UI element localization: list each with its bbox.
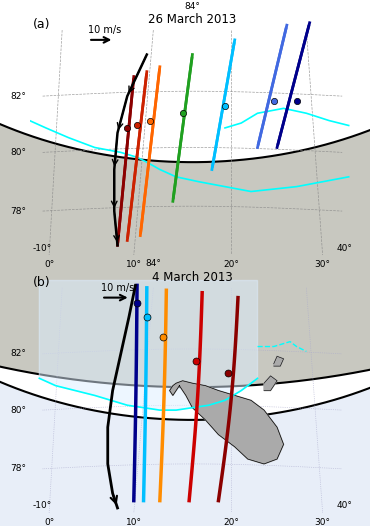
Text: 30°: 30° bbox=[314, 260, 331, 269]
PathPatch shape bbox=[0, 0, 370, 387]
PathPatch shape bbox=[0, 236, 370, 526]
Text: 80°: 80° bbox=[10, 148, 26, 157]
Text: 40°: 40° bbox=[336, 244, 352, 252]
Text: 78°: 78° bbox=[10, 207, 26, 216]
Polygon shape bbox=[264, 376, 277, 390]
Text: (b): (b) bbox=[33, 276, 50, 289]
Polygon shape bbox=[169, 381, 283, 464]
Text: 80°: 80° bbox=[10, 406, 26, 414]
Text: 10°: 10° bbox=[126, 260, 142, 269]
Text: 26 March 2013: 26 March 2013 bbox=[148, 13, 236, 26]
Text: 10 m/s: 10 m/s bbox=[101, 282, 134, 292]
Text: 20°: 20° bbox=[223, 518, 239, 526]
Text: 0°: 0° bbox=[44, 518, 54, 526]
Text: 40°: 40° bbox=[336, 501, 352, 510]
Text: 30°: 30° bbox=[314, 518, 331, 526]
Text: -10°: -10° bbox=[33, 244, 52, 252]
Polygon shape bbox=[274, 356, 283, 366]
Text: (a): (a) bbox=[33, 18, 50, 31]
Text: -10°: -10° bbox=[33, 501, 52, 510]
Text: 4 March 2013: 4 March 2013 bbox=[152, 271, 233, 284]
Text: 0°: 0° bbox=[44, 260, 54, 269]
Text: 78°: 78° bbox=[10, 464, 26, 473]
Polygon shape bbox=[39, 280, 258, 410]
Text: 10°: 10° bbox=[126, 518, 142, 526]
Text: 82°: 82° bbox=[10, 92, 26, 100]
Text: 82°: 82° bbox=[10, 349, 26, 358]
Text: 10 m/s: 10 m/s bbox=[88, 25, 121, 35]
Text: 84°: 84° bbox=[185, 2, 200, 11]
Text: 84°: 84° bbox=[145, 259, 161, 268]
Text: 20°: 20° bbox=[223, 260, 239, 269]
